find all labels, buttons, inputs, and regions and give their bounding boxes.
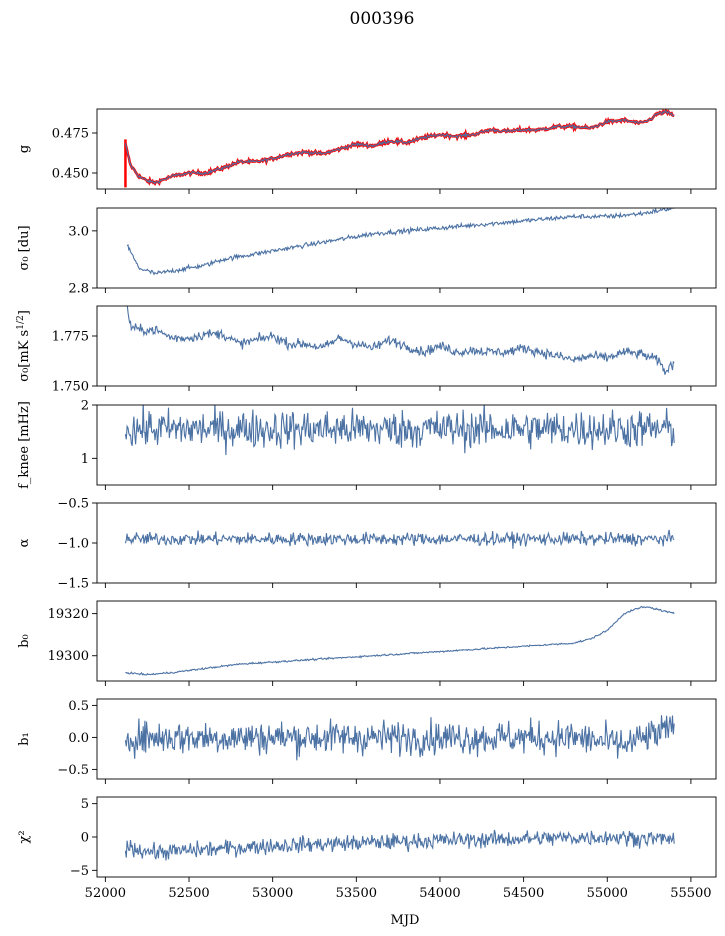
axes-frame [96,600,717,682]
y-tick-label: 2.8 [68,282,89,297]
series-line [124,109,675,185]
y-tick-label: 3.0 [68,224,89,239]
panel-sigma0-du: 2.8 3.0 σ₀ [du] [17,207,717,297]
y-tick-label: 2 [81,399,89,414]
y-axis-label: b₁ [17,732,32,746]
y-tick-label: 0 [81,831,89,846]
y-tick-label: −5 [70,864,89,879]
x-tick-label: 52500 [168,886,209,901]
x-axis-label: MJD [391,913,420,928]
series-line [126,306,675,375]
series-line [125,605,675,676]
axes-frame [96,404,717,486]
y-tick-label: 1.750 [52,380,89,395]
y-axis-label: f_knee [mHz] [17,401,32,489]
y-axis-label: σ₀[mK s1/2] [16,310,32,382]
y-tick-label: 0.450 [52,167,89,182]
subplot-stack: 0.450 0.475 g 2.8 3.0 σ₀ [du] 1.750 1.775 σ₀[mK … [16,108,717,901]
axes-frame [96,305,717,387]
y-axis-label: g [17,145,32,153]
y-tick-label: 1.775 [52,330,89,345]
y-tick-label: 0.5 [68,699,89,714]
y-tick-label: 1 [81,452,89,467]
series-line [124,829,675,861]
y-axis-label: χ² [17,830,32,843]
y-tick-label: 19320 [48,607,89,622]
x-tick-label: 53500 [336,886,377,901]
x-tick-label: 54500 [503,886,544,901]
y-axis-label: α [17,538,32,547]
series-line [124,529,675,549]
panel-chi2: −5 0 5 52000 52500 53000 53500 54000 54500 55000 5… [17,796,717,901]
y-tick-label: 19300 [48,649,89,664]
axes-frame [96,207,717,289]
x-tick-label: 53000 [252,886,293,901]
y-tick-label: −1.0 [57,537,89,552]
y-axis-label: b₀ [17,634,32,648]
series-line [126,208,675,276]
x-tick-label: 55500 [670,886,711,901]
y-axis-label: σ₀ [du] [17,225,32,270]
panel-sigma0-mk: 1.750 1.775 σ₀[mK s1/2] [16,305,717,395]
y-tick-label: −1.5 [57,577,89,592]
axes-frame [96,108,717,190]
series-line-red [124,109,675,186]
x-tick-label: 55000 [587,886,628,901]
panel-fknee: 1 2 f_knee [mHz] [17,399,717,490]
panel-b0: 19300 19320 b₀ [17,600,717,686]
x-tick-label: 54000 [419,886,460,901]
series-line [124,405,675,456]
axes-frame [96,698,717,780]
series-line [124,715,675,761]
y-tick-label: −0.5 [57,763,89,778]
panel-alpha: −1.5 −1.0 −0.5 α [17,497,717,592]
y-tick-label: 0.475 [52,127,89,142]
panel-g: 0.450 0.475 g [17,108,717,194]
figure-title: 000396 [350,9,415,29]
panel-b1: −0.5 0.0 0.5 b₁ [17,698,717,784]
y-tick-label: 0.0 [68,731,89,746]
y-tick-label: 5 [81,797,89,812]
x-tick-label: 52000 [85,886,126,901]
y-tick-label: −0.5 [57,497,89,512]
